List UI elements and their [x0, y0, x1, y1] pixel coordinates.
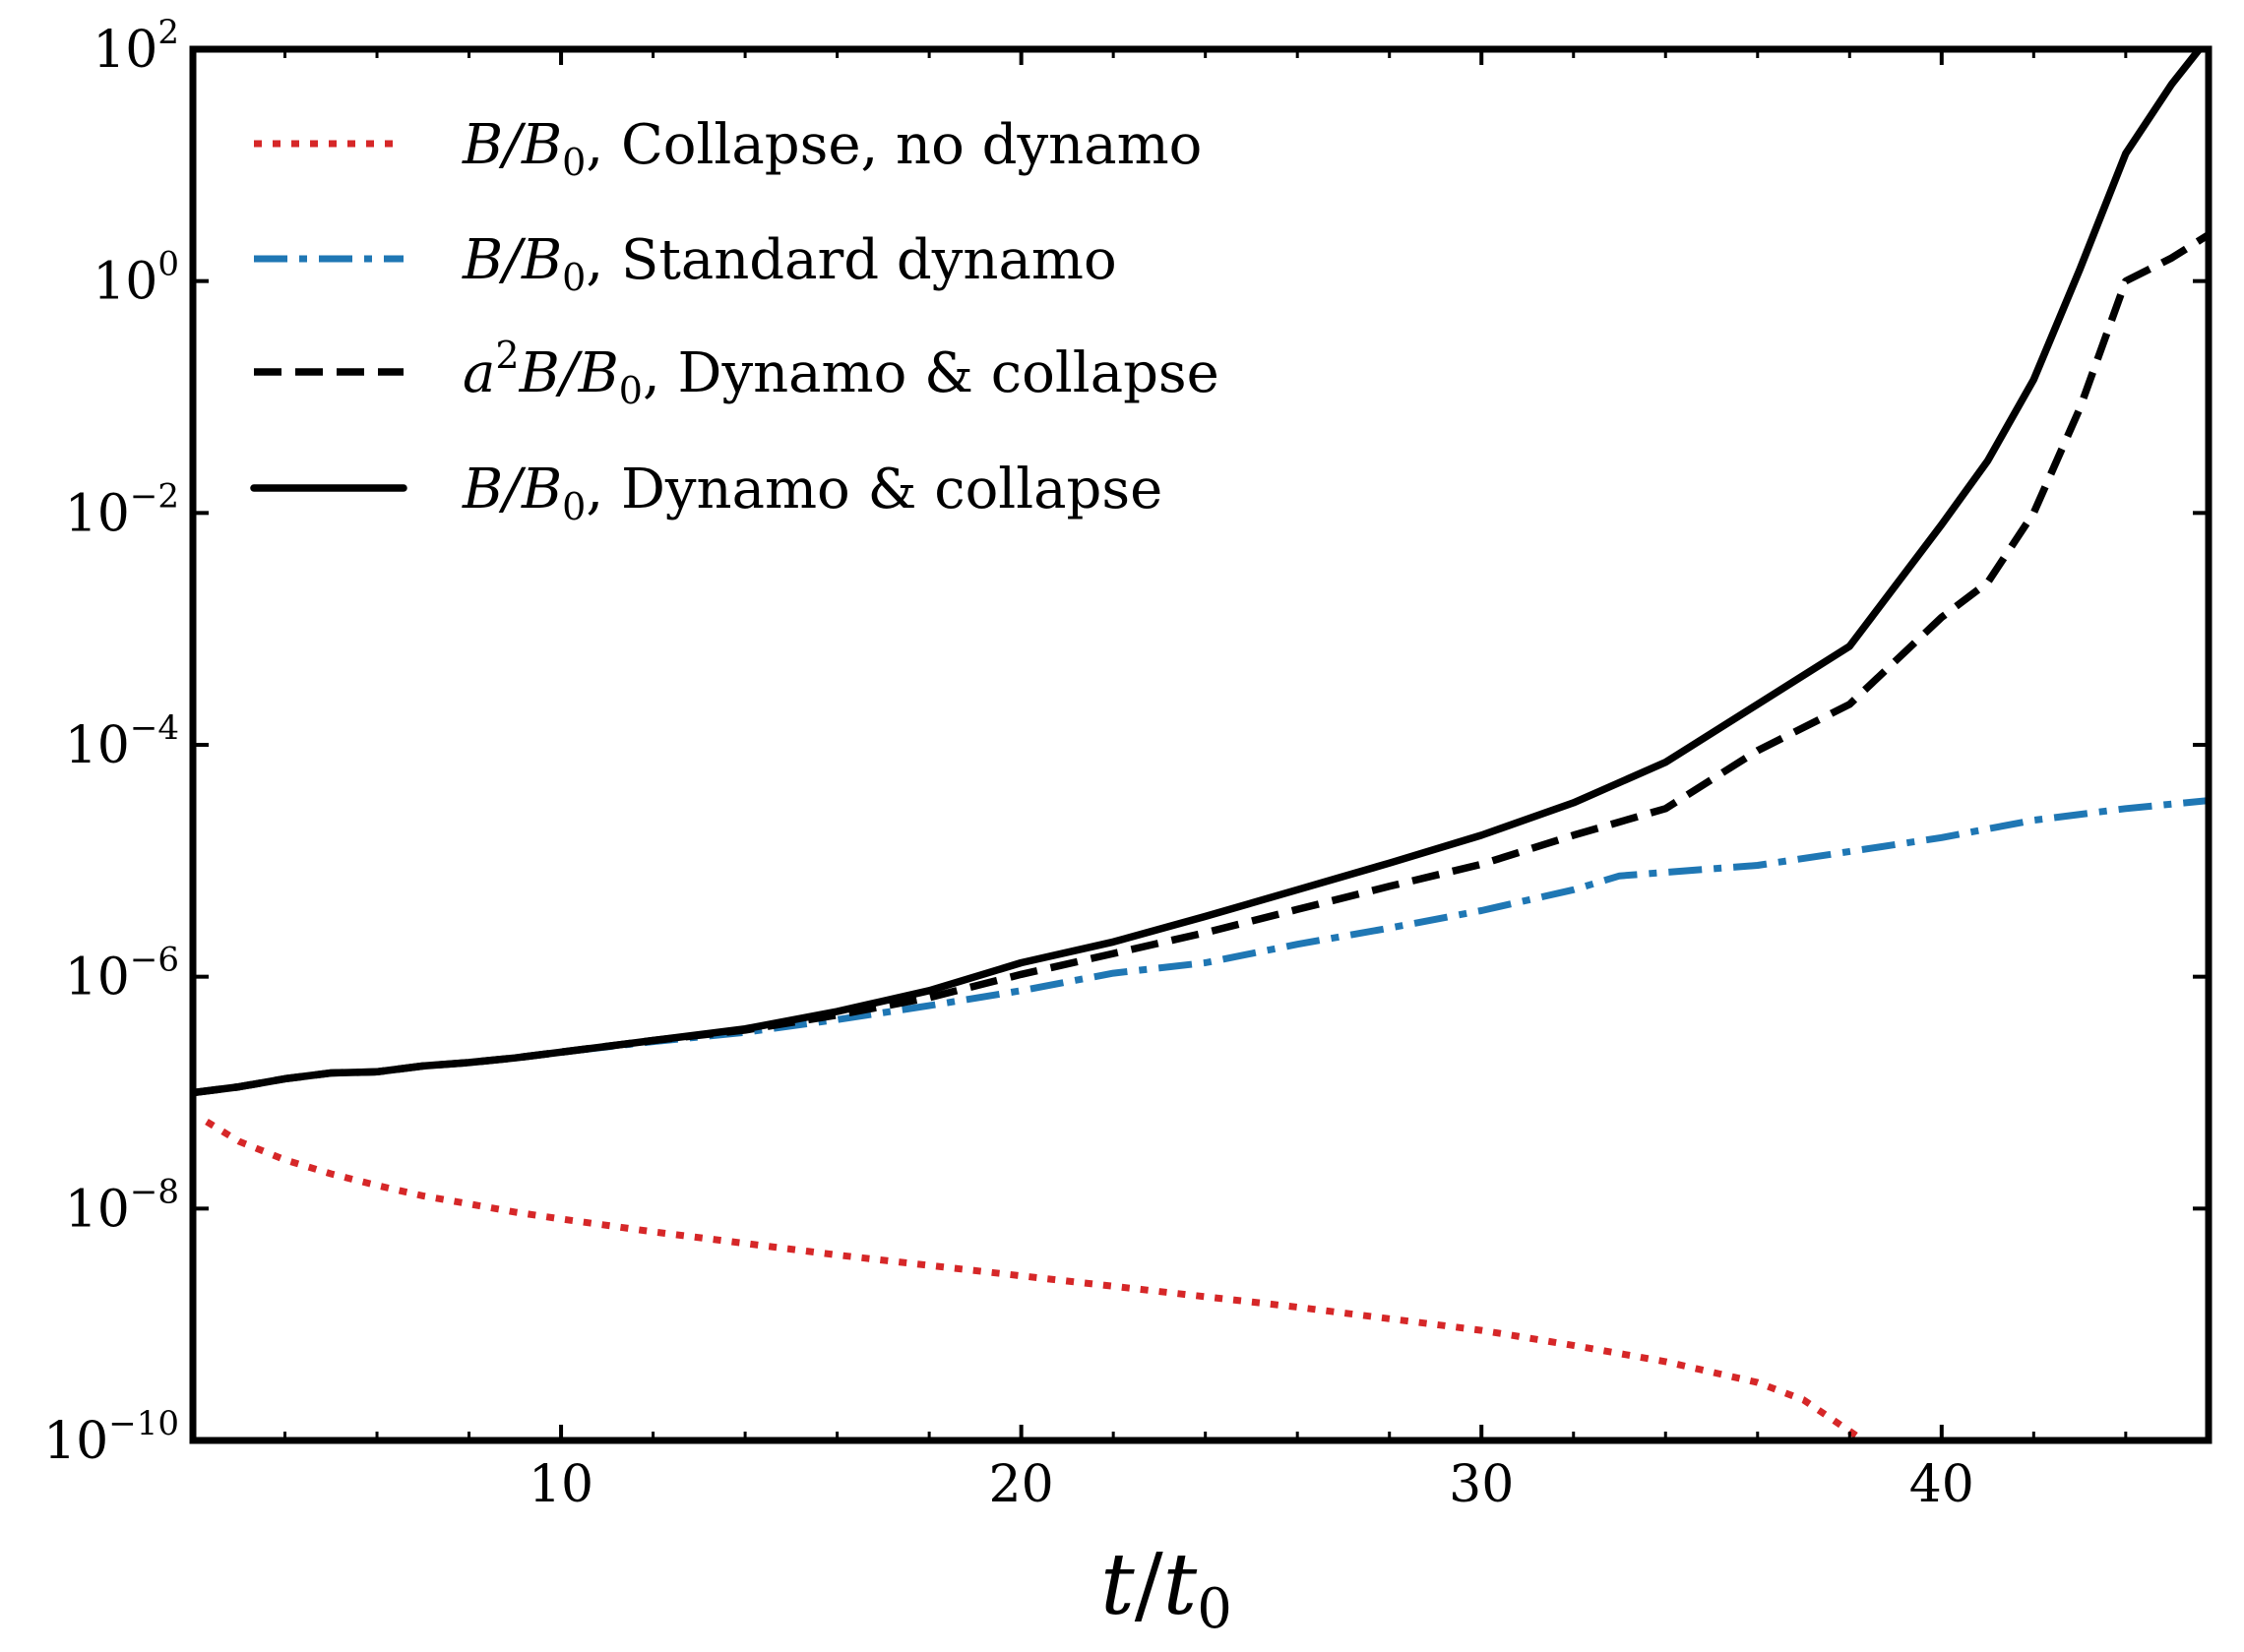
x-axis-label-sub: 0	[1197, 1577, 1232, 1641]
ticks-layer: 10 20 30 40 10−10 10−8 10−6 10−4 10−2 100 102	[43, 13, 2209, 1514]
series-line-1	[205, 1119, 1866, 1440]
x-axis-label-slash: /	[1135, 1536, 1163, 1634]
series-layer	[193, 49, 2209, 1440]
legend-label-1: B/B0, Collapse, no dynamo	[462, 113, 1202, 184]
y-tick-label: 10−6	[65, 941, 179, 1008]
x-tick-label: 20	[989, 1455, 1054, 1514]
legend-label-4: B/B0, Dynamo & collapse	[462, 458, 1162, 528]
series-line-4	[193, 49, 2204, 1097]
x-axis-label: t/t0	[1100, 1536, 1232, 1641]
y-tick-label: 10−4	[65, 708, 179, 775]
y-tick-label: 102	[93, 13, 179, 80]
x-axis-label-den: t	[1163, 1536, 1198, 1634]
y-tick-label: 10−10	[43, 1404, 179, 1471]
y-tick-label: 100	[93, 245, 179, 312]
x-tick-label: 40	[1909, 1455, 1974, 1514]
legend-label-2: B/B0, Standard dynamo	[462, 228, 1117, 299]
x-tick-label: 10	[529, 1455, 593, 1514]
y-tick-label: 10−8	[65, 1172, 179, 1239]
y-tick-label: 10−2	[65, 476, 179, 543]
x-tick-label: 30	[1449, 1455, 1514, 1514]
legend: B/B0, Collapse, no dynamo B/B0, Standard …	[250, 113, 1219, 528]
x-axis-label-num: t	[1100, 1536, 1135, 1634]
legend-label-3: a2B/B0, Dynamo & collapse	[463, 334, 1219, 412]
